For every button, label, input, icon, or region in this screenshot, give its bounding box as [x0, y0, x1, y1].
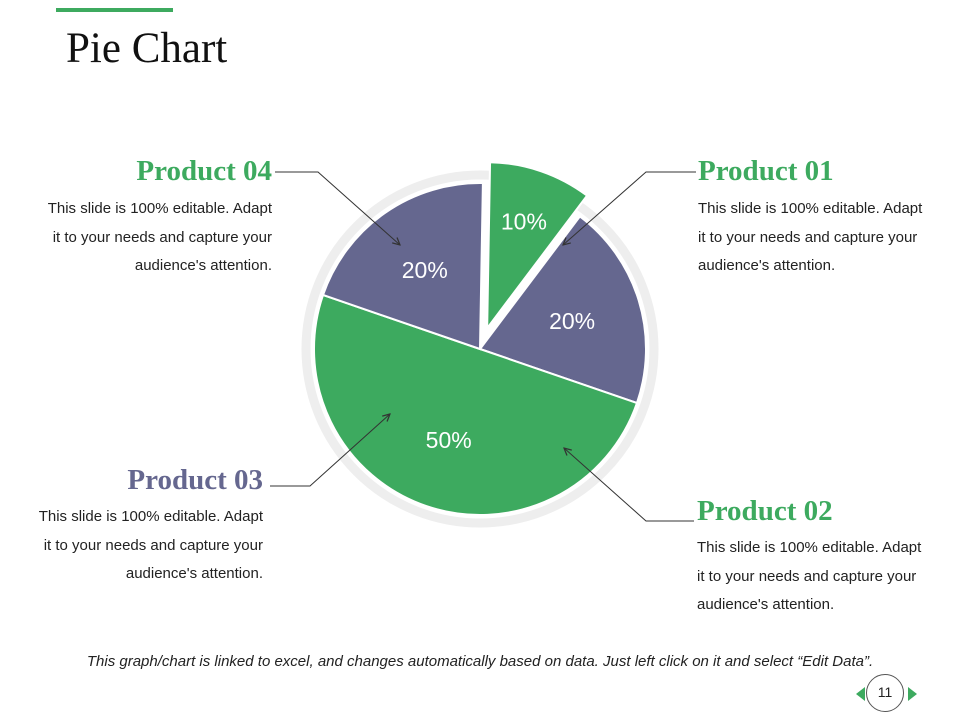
product-01-line-3: audience's attention. — [698, 257, 836, 274]
page-title: Pie Chart — [66, 25, 228, 72]
product-02-line-2: it to your needs and capture your — [697, 567, 917, 585]
product-03-description: This slide is 100% editable. Adapt it to… — [39, 503, 263, 589]
product-04-description: This slide is 100% editable. Adapt it to… — [48, 195, 272, 281]
pie-slice-label: 10% — [501, 209, 547, 235]
title-accent-bar — [56, 8, 173, 12]
product-02-title: Product 02 — [697, 495, 833, 527]
previous-slide-arrow-icon[interactable] — [856, 687, 865, 701]
product-02-description: This slide is 100% editable. Adapt it to… — [697, 534, 921, 620]
footer-note: This graph/chart is linked to excel, and… — [86, 653, 874, 670]
product-04-line-2: it to your needs and capture your — [52, 228, 272, 246]
pie-slice-label: 50% — [426, 427, 472, 453]
product-04-connector — [275, 171, 400, 245]
product-01-line-1: This slide is 100% editable. Adapt — [698, 200, 923, 217]
page-number: 11 — [866, 674, 904, 712]
product-04-line-3: audience's attention. — [134, 257, 272, 274]
product-02-connector — [564, 448, 694, 522]
product-02-line-3: audience's attention. — [697, 596, 835, 613]
pie-slice-label: 20% — [549, 308, 595, 334]
product-01-description: This slide is 100% editable. Adapt it to… — [698, 195, 922, 281]
product-01-connector — [563, 171, 696, 245]
product-03-title: Product 03 — [127, 464, 263, 496]
pie-slice-label: 20% — [402, 257, 448, 283]
product-03-connector — [270, 414, 390, 487]
pie-slice-product-02 — [313, 293, 639, 516]
product-03-line-1: This slide is 100% editable. Adapt — [38, 508, 263, 525]
pie-slice-product-03 — [321, 182, 484, 351]
pie-slice-product-01 — [478, 215, 647, 405]
product-01-line-2: it to your needs and capture your — [698, 228, 918, 246]
product-03-line-3: audience's attention. — [125, 565, 263, 582]
product-04-title: Product 04 — [136, 155, 272, 187]
pie-slice-product-04 — [486, 161, 589, 332]
product-01-title: Product 01 — [698, 155, 834, 187]
product-04-line-1: This slide is 100% editable. Adapt — [47, 200, 272, 217]
product-02-line-1: This slide is 100% editable. Adapt — [697, 539, 922, 556]
product-03-line-2: it to your needs and capture your — [43, 536, 263, 554]
next-slide-arrow-icon[interactable] — [908, 687, 917, 701]
